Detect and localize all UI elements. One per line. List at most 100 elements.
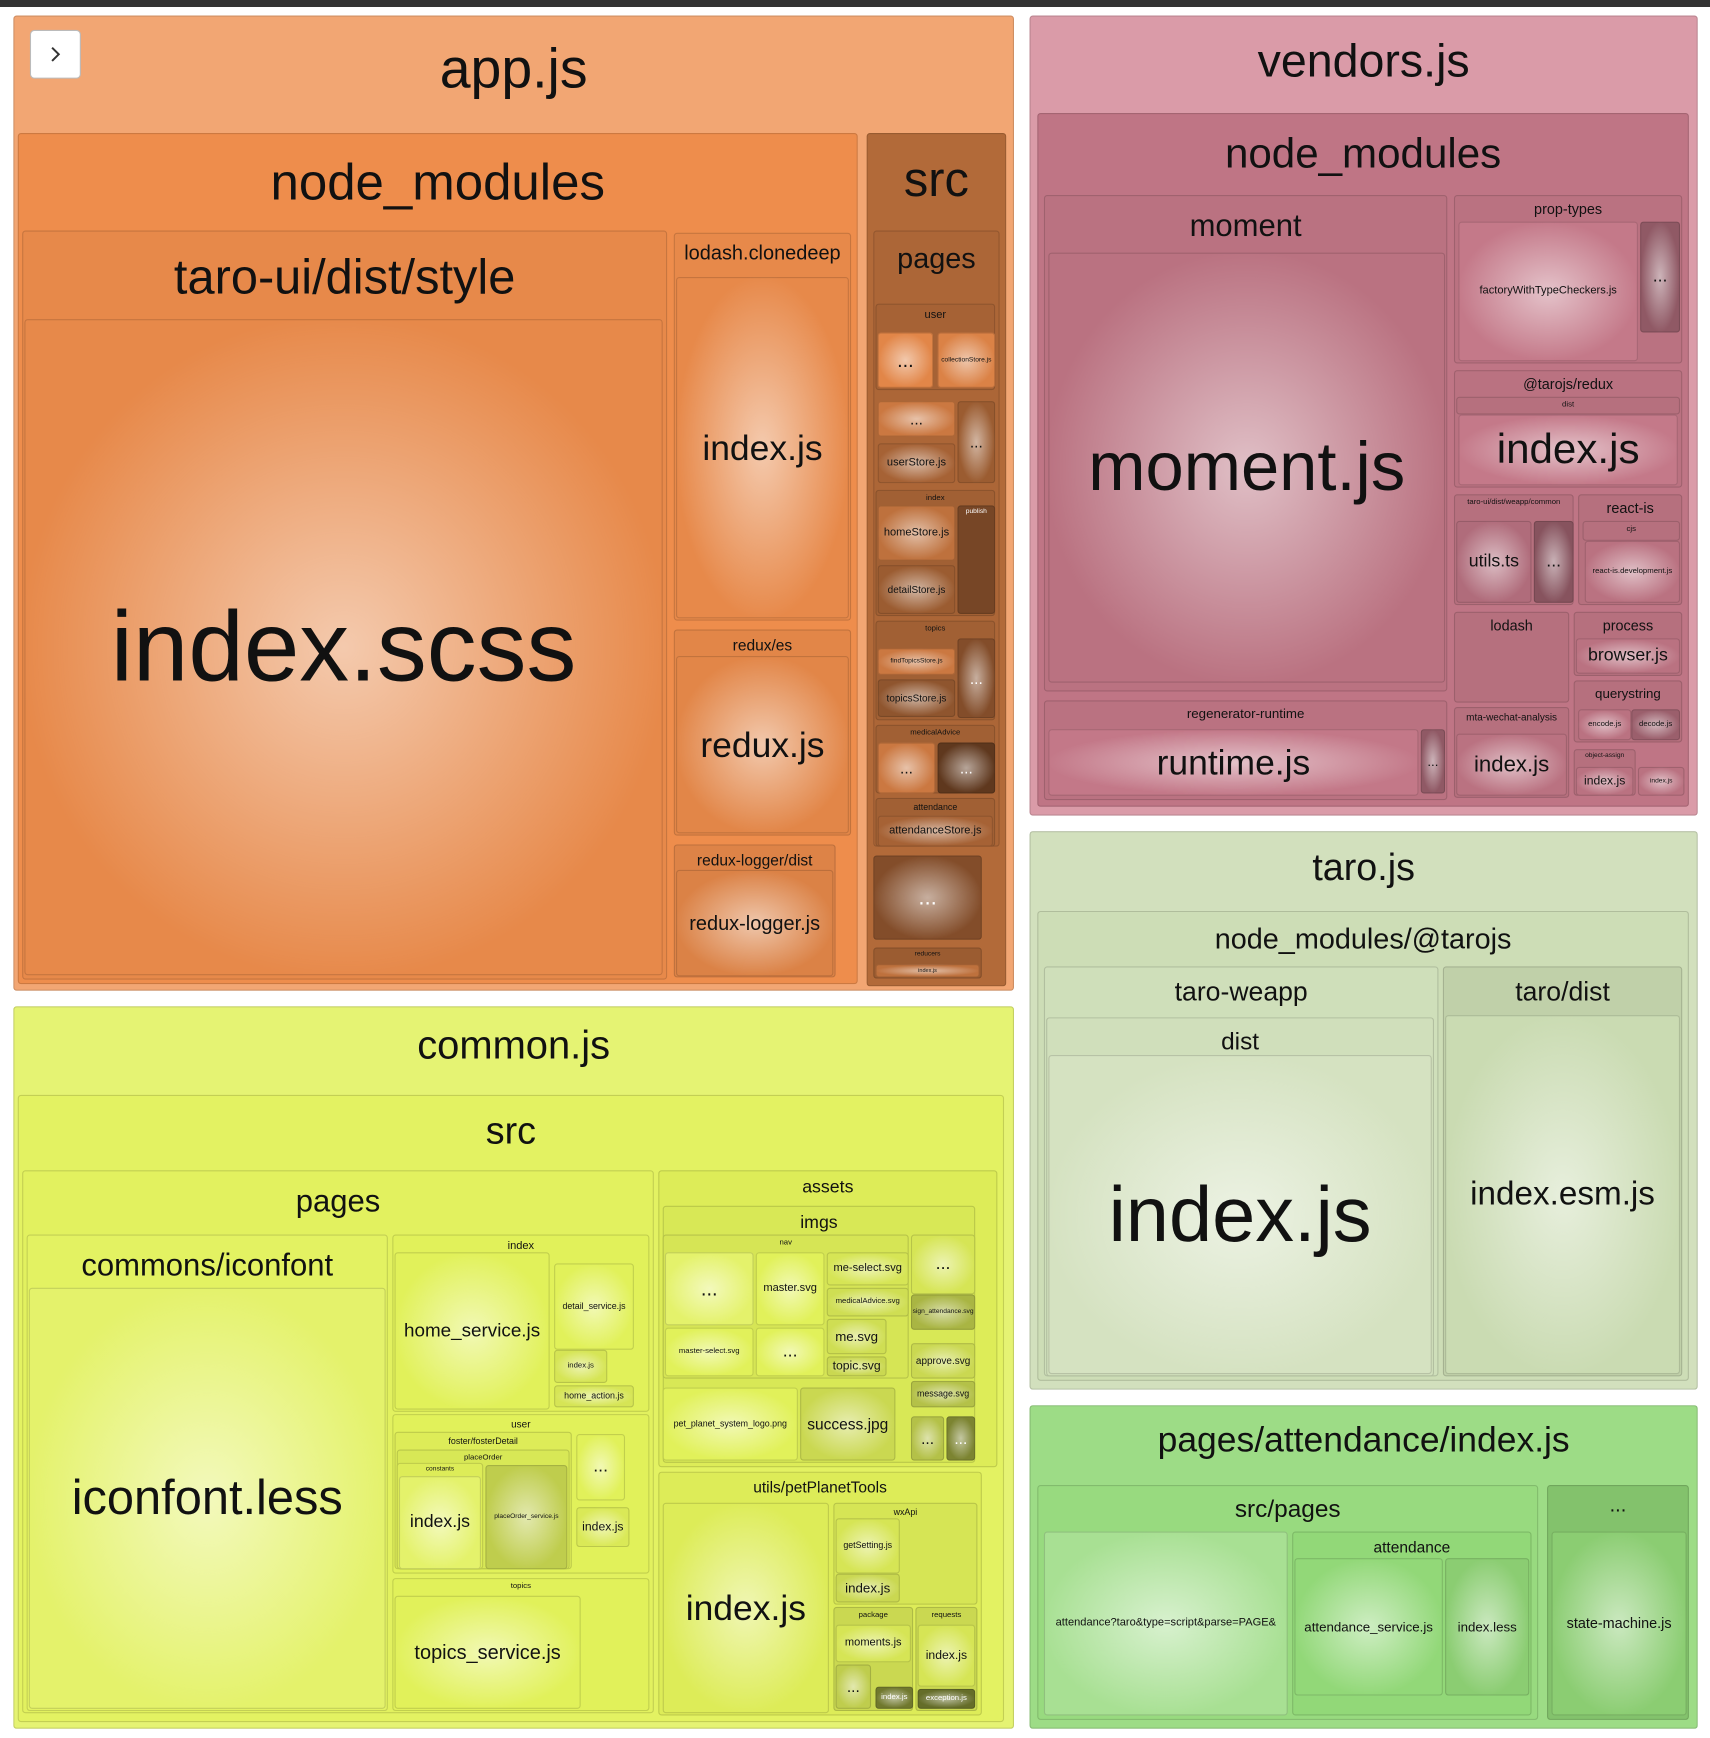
treemap-leaf[interactable]: findTopicsStore.js — [877, 648, 956, 675]
treemap-leaf[interactable]: redux.js — [676, 656, 849, 834]
treemap-leaf[interactable]: attendance_service.js — [1294, 1558, 1443, 1696]
treemap-leaf[interactable]: index.js — [835, 1573, 900, 1603]
treemap-leaf[interactable]: attendanceStore.js — [877, 815, 993, 847]
treemap-leaf[interactable]: index.js — [1637, 766, 1685, 796]
treemap-leaf[interactable]: exception.js — [917, 1688, 976, 1709]
treemap-leaf[interactable]: ... — [755, 1327, 825, 1377]
treemap-leaf[interactable]: ... — [877, 332, 934, 388]
treemap-leaf[interactable]: index.js — [1458, 414, 1678, 486]
treemap-leaf[interactable]: userStore.js — [877, 443, 956, 484]
treemap-leaf[interactable]: success.jpg — [800, 1387, 896, 1461]
treemap-leaf[interactable]: topics_service.js — [394, 1595, 581, 1709]
treemap-leaf[interactable]: home_service.js — [394, 1252, 550, 1410]
treemap-leaf[interactable]: placeOrder_service.js — [485, 1465, 568, 1570]
leaf-label: index.js — [845, 1580, 891, 1596]
treemap-leaf[interactable]: utils.ts — [1456, 520, 1532, 603]
treemap-leaf[interactable]: ... — [877, 401, 956, 437]
treemap-leaf[interactable]: ... — [957, 638, 996, 719]
leaf-label: index.js — [567, 1361, 594, 1370]
leaf-label: ... — [846, 1677, 860, 1696]
treemap-leaf[interactable]: redux-logger.js — [676, 869, 834, 977]
treemap-leaf[interactable]: index.js — [1575, 766, 1634, 796]
leaf-label: factoryWithTypeCheckers.js — [1479, 284, 1617, 297]
treemap-leaf[interactable]: me.svg — [826, 1318, 887, 1355]
treemap-leaf[interactable]: detail_service.js — [554, 1263, 634, 1350]
treemap-leaf[interactable]: index.js — [1456, 733, 1567, 796]
treemap-leaf[interactable]: ... — [835, 1664, 872, 1709]
treemap-leaf[interactable]: index.js — [1048, 1055, 1432, 1375]
leaf-label: attendance_service.js — [1304, 1619, 1433, 1635]
treemap-group[interactable]: cjs — [1582, 520, 1681, 541]
treemap-leaf[interactable]: approve.svg — [910, 1343, 976, 1379]
treemap-group[interactable]: publish — [957, 505, 996, 614]
treemap-leaf[interactable]: ... — [1533, 520, 1574, 603]
treemap-leaf[interactable]: ... — [877, 742, 936, 794]
treemap-leaf[interactable]: index.js — [576, 1507, 630, 1548]
treemap-leaf[interactable]: runtime.js — [1048, 729, 1419, 796]
treemap-leaf[interactable]: master.svg — [755, 1252, 825, 1326]
group-label: redux/es — [732, 636, 793, 654]
sidebar-toggle[interactable] — [29, 29, 81, 79]
treemap-leaf[interactable]: ... — [910, 1234, 976, 1295]
treemap-leaf[interactable]: getSetting.js — [835, 1518, 900, 1574]
treemap-leaf[interactable]: ... — [910, 1416, 945, 1461]
treemap-leaf[interactable]: message.svg — [910, 1380, 976, 1408]
treemap-leaf[interactable]: index.js — [917, 1624, 976, 1687]
leaf-label: index.js — [1583, 774, 1626, 788]
treemap-leaf[interactable]: index.js — [554, 1349, 608, 1384]
treemap-leaf[interactable]: detailStore.js — [877, 565, 956, 614]
leaf-label: ... — [921, 1429, 935, 1448]
treemap-leaf[interactable]: ... — [873, 855, 982, 940]
treemap-leaf[interactable]: factoryWithTypeCheckers.js — [1458, 221, 1638, 362]
treemap-leaf[interactable]: moments.js — [835, 1624, 911, 1663]
treemap-leaf[interactable]: ... — [946, 1416, 976, 1461]
treemap-leaf[interactable]: moment.js — [1048, 252, 1446, 683]
treemap-leaf[interactable]: ... — [1640, 221, 1681, 333]
group-label: pages/attendance/index.js — [1157, 1419, 1570, 1460]
group-label: process — [1602, 617, 1654, 634]
treemap-leaf[interactable]: homeStore.js — [877, 505, 956, 561]
treemap-leaf[interactable]: ... — [937, 742, 996, 794]
treemap-leaf[interactable]: index.less — [1445, 1558, 1530, 1696]
treemap-leaf[interactable]: master-select.svg — [664, 1327, 754, 1377]
treemap-leaf[interactable]: home_action.js — [554, 1385, 634, 1408]
treemap-leaf[interactable]: index.js — [875, 964, 980, 978]
treemap-leaf[interactable]: browser.js — [1575, 638, 1681, 674]
treemap-leaf[interactable]: me-select.svg — [826, 1252, 909, 1286]
treemap-leaf[interactable]: collectionStore.js — [937, 332, 996, 388]
group-label: imgs — [800, 1213, 838, 1233]
treemap-leaf[interactable]: ... — [957, 401, 996, 484]
leaf-label: exception.js — [925, 1694, 967, 1703]
treemap-leaf[interactable]: topicsStore.js — [877, 679, 956, 718]
treemap-leaf[interactable]: ... — [1420, 729, 1446, 794]
leaf-label: home_service.js — [404, 1319, 541, 1341]
treemap-leaf[interactable]: topic.svg — [826, 1356, 887, 1377]
treemap-leaf[interactable]: index.js — [398, 1476, 481, 1570]
treemap-leaf[interactable]: medicalAdvice.svg — [826, 1287, 909, 1317]
treemap-leaf[interactable]: iconfont.less — [28, 1287, 386, 1709]
leaf-label: index.js — [1496, 426, 1640, 474]
leaf-label: redux.js — [700, 724, 825, 765]
treemap-leaf[interactable]: react-is.development.js — [1584, 540, 1681, 603]
treemap-leaf[interactable]: ... — [664, 1252, 754, 1326]
group-label: common.js — [417, 1021, 611, 1068]
treemap-leaf[interactable]: pet_planet_system_logo.png — [662, 1387, 798, 1461]
treemap-leaf[interactable]: sign_attendance.svg — [910, 1294, 976, 1330]
treemap-leaf[interactable]: index.esm.js — [1445, 1015, 1681, 1375]
leaf-label: encode.js — [1588, 720, 1622, 729]
treemap-leaf[interactable]: attendance?taro&type=script&parse=PAGE& — [1043, 1531, 1288, 1716]
leaf-label: ... — [969, 433, 983, 452]
treemap-group[interactable]: lodash — [1453, 611, 1570, 703]
treemap-leaf[interactable]: index.js — [676, 277, 849, 619]
treemap-group[interactable]: dist — [1456, 396, 1681, 415]
treemap-leaf[interactable]: index.js — [662, 1502, 829, 1714]
treemap-leaf[interactable]: index.scss — [24, 319, 663, 976]
group-label: querystring — [1595, 685, 1661, 702]
treemap-leaf[interactable]: index.js — [875, 1686, 914, 1709]
treemap-leaf[interactable]: state-machine.js — [1551, 1531, 1687, 1716]
treemap-leaf[interactable]: encode.js — [1578, 709, 1632, 741]
treemap-leaf[interactable]: ... — [576, 1434, 626, 1501]
treemap-leaf[interactable]: decode.js — [1631, 709, 1681, 741]
